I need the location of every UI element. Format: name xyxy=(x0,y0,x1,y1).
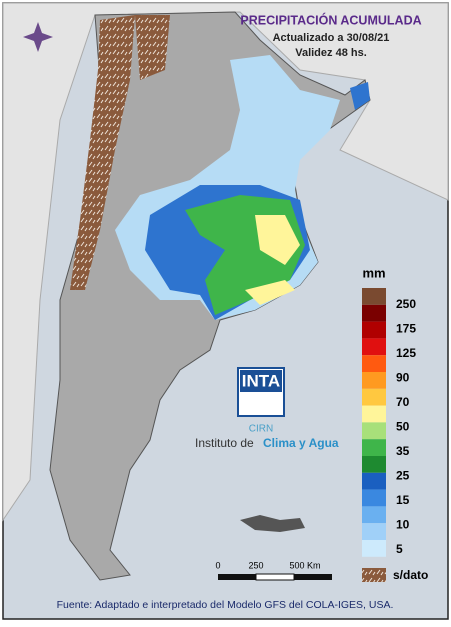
legend-swatch xyxy=(362,338,386,356)
legend-swatch xyxy=(362,304,386,322)
logo-brand: INTA xyxy=(242,371,280,390)
legend-swatch xyxy=(362,472,386,490)
legend-label: 15 xyxy=(396,493,410,507)
precip-yellow xyxy=(245,280,295,305)
legend-unit: mm xyxy=(362,265,385,280)
legend-swatch xyxy=(362,506,386,524)
legend-swatch xyxy=(362,405,386,423)
scale-bar xyxy=(294,574,332,580)
no-data-swatch xyxy=(362,568,386,582)
logo-band xyxy=(240,370,282,392)
legend-swatch xyxy=(362,372,386,389)
institute-name: Clima y Agua xyxy=(263,436,339,450)
scale-label: 0 xyxy=(215,560,220,570)
legend-swatch xyxy=(362,489,386,507)
scale-bar xyxy=(255,573,295,581)
legend-swatch xyxy=(362,540,386,557)
legend: mm s/dato 250 175 125 90 70 50 35 25 15 10 5 xyxy=(362,265,428,582)
updated: Actualizado a 30/08/21 xyxy=(273,32,390,44)
validity: Validez 48 hs. xyxy=(295,47,367,59)
footer: Fuente: Adaptado e interpretado del Mode… xyxy=(57,599,394,611)
legend-label: 35 xyxy=(396,444,410,458)
islands xyxy=(240,515,305,532)
legend-label: 5 xyxy=(396,542,403,556)
legend-swatch xyxy=(362,439,386,456)
title: PRECIPITACIÓN ACUMULADA xyxy=(240,12,421,27)
legend-label: 50 xyxy=(396,420,410,434)
legend-swatch xyxy=(362,388,386,406)
scale-label: 500 Km xyxy=(289,560,320,570)
no-data-label: s/dato xyxy=(393,568,428,582)
scale-label: 250 xyxy=(248,560,263,570)
legend-label: 125 xyxy=(396,346,416,360)
precip-yellow xyxy=(255,215,300,265)
no-data-area xyxy=(135,15,170,80)
legend-swatch xyxy=(362,321,386,339)
legend-swatch xyxy=(362,355,386,372)
legend-label: 175 xyxy=(396,322,416,336)
legend-swatch xyxy=(362,523,386,540)
legend-swatch xyxy=(362,288,386,305)
precip-blue xyxy=(350,82,370,110)
legend-label: 70 xyxy=(396,395,410,409)
legend-swatch xyxy=(362,456,386,473)
legend-label: 90 xyxy=(396,371,410,385)
logo-sub: CIRN xyxy=(249,424,273,435)
neighbour-countries xyxy=(2,2,449,522)
scale-bar xyxy=(218,574,256,580)
no-data-area xyxy=(70,15,135,290)
legend-label: 250 xyxy=(396,297,416,311)
legend-swatch xyxy=(362,422,386,440)
legend-label: 10 xyxy=(396,518,410,532)
institute-prefix: Instituto de xyxy=(195,436,254,450)
compass xyxy=(23,22,53,52)
legend-label: 25 xyxy=(396,469,410,483)
